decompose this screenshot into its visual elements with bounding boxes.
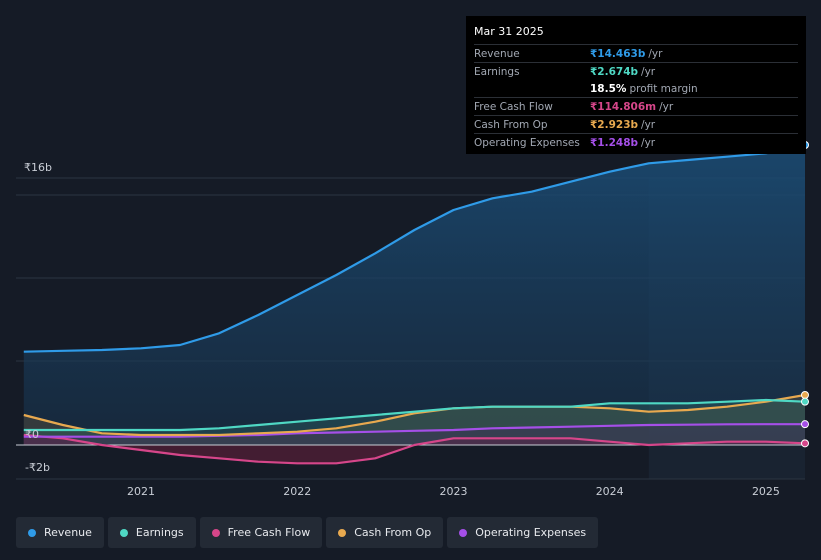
series-line bbox=[23, 143, 806, 353]
tooltip-row-label: Revenue bbox=[474, 47, 520, 60]
tooltip-rows: Revenue ₹14.463b/yr Earnings ₹2.674b/yr 18.5… bbox=[474, 44, 798, 151]
tooltip-row-label: Free Cash Flow bbox=[474, 100, 553, 113]
series-end-point bbox=[801, 397, 809, 406]
chart-plot: ₹16b ₹0 -₹2b 2021 2022 2023 2024 2025 bbox=[16, 141, 809, 498]
tooltip-row: Cash From Op ₹2.923b/yr bbox=[474, 115, 798, 133]
series-line bbox=[23, 393, 806, 437]
legend-dot-icon bbox=[338, 528, 347, 537]
tooltip-row-unit: /yr bbox=[641, 65, 656, 78]
tooltip-row: Free Cash Flow ₹114.806m/yr bbox=[474, 97, 798, 115]
series-line bbox=[23, 423, 805, 438]
tooltip-row: 18.5% profit margin bbox=[474, 80, 798, 97]
tooltip-row-unit: profit margin bbox=[629, 82, 698, 95]
tooltip-row-unit: /yr bbox=[641, 118, 656, 131]
tooltip-row: Operating Expenses ₹1.248b/yr bbox=[474, 133, 798, 151]
tooltip-row-value: ₹114.806m bbox=[590, 100, 657, 113]
series-area bbox=[23, 400, 806, 445]
legend-item[interactable]: Earnings bbox=[107, 517, 196, 548]
tooltip-row-value: ₹1.248b bbox=[590, 136, 639, 149]
y-tick-label: -₹2b bbox=[25, 461, 50, 474]
legend-item[interactable]: Free Cash Flow bbox=[199, 517, 323, 548]
x-tick-label: 2021 bbox=[127, 485, 155, 498]
tooltip-row: Earnings ₹2.674b/yr bbox=[474, 62, 798, 80]
tooltip-row-label: Operating Expenses bbox=[474, 136, 580, 149]
legend-label: Operating Expenses bbox=[475, 526, 587, 539]
y-tick-label: ₹0 bbox=[25, 428, 39, 441]
tooltip-row-value: 18.5% bbox=[590, 82, 627, 95]
legend-item[interactable]: Cash From Op bbox=[326, 517, 444, 548]
tooltip-row-label: Earnings bbox=[474, 65, 520, 78]
tooltip-row-unit: /yr bbox=[641, 136, 656, 149]
legend-label: Earnings bbox=[135, 526, 184, 539]
series-end-point bbox=[801, 391, 809, 399]
series-line bbox=[23, 398, 806, 432]
x-tick-label: 2025 bbox=[752, 485, 780, 498]
series-end-point bbox=[801, 420, 809, 429]
series-area bbox=[23, 145, 806, 445]
legend-label: Revenue bbox=[44, 526, 92, 539]
y-tick-label: ₹16b bbox=[24, 161, 52, 174]
tooltip-row-value: ₹14.463b bbox=[590, 47, 646, 60]
legend-label: Cash From Op bbox=[354, 526, 432, 539]
legend-label: Free Cash Flow bbox=[227, 526, 311, 539]
series-line bbox=[23, 433, 806, 465]
legend-dot-icon bbox=[119, 528, 128, 537]
tooltip-row-value: ₹2.923b bbox=[590, 118, 639, 131]
tooltip-date: Mar 31 2025 bbox=[474, 25, 544, 38]
tooltip-panel: Mar 31 2025 Revenue ₹14.463b/yr Earnings ₹2… bbox=[466, 16, 806, 154]
legend-item[interactable]: Operating Expenses bbox=[447, 517, 599, 548]
tooltip-row-label: Cash From Op bbox=[474, 118, 548, 131]
legend-dot-icon bbox=[459, 528, 468, 537]
legend-dot-icon bbox=[211, 528, 220, 537]
tooltip-row-unit: /yr bbox=[648, 47, 663, 60]
chart-legend: Revenue Earnings Free Cash Flow Cash From O… bbox=[16, 517, 599, 548]
series-end-point bbox=[801, 439, 809, 448]
x-tick-label: 2023 bbox=[439, 485, 467, 498]
series-area bbox=[23, 395, 806, 445]
x-tick-label: 2024 bbox=[596, 485, 624, 498]
tooltip-row-unit: /yr bbox=[659, 100, 674, 113]
tooltip-row-value: ₹2.674b bbox=[590, 65, 639, 78]
series-area bbox=[23, 424, 806, 445]
legend-item[interactable]: Revenue bbox=[16, 517, 104, 548]
tooltip-row: Revenue ₹14.463b/yr bbox=[474, 44, 798, 62]
x-tick-label: 2022 bbox=[283, 485, 311, 498]
legend-dot-icon bbox=[28, 528, 36, 537]
